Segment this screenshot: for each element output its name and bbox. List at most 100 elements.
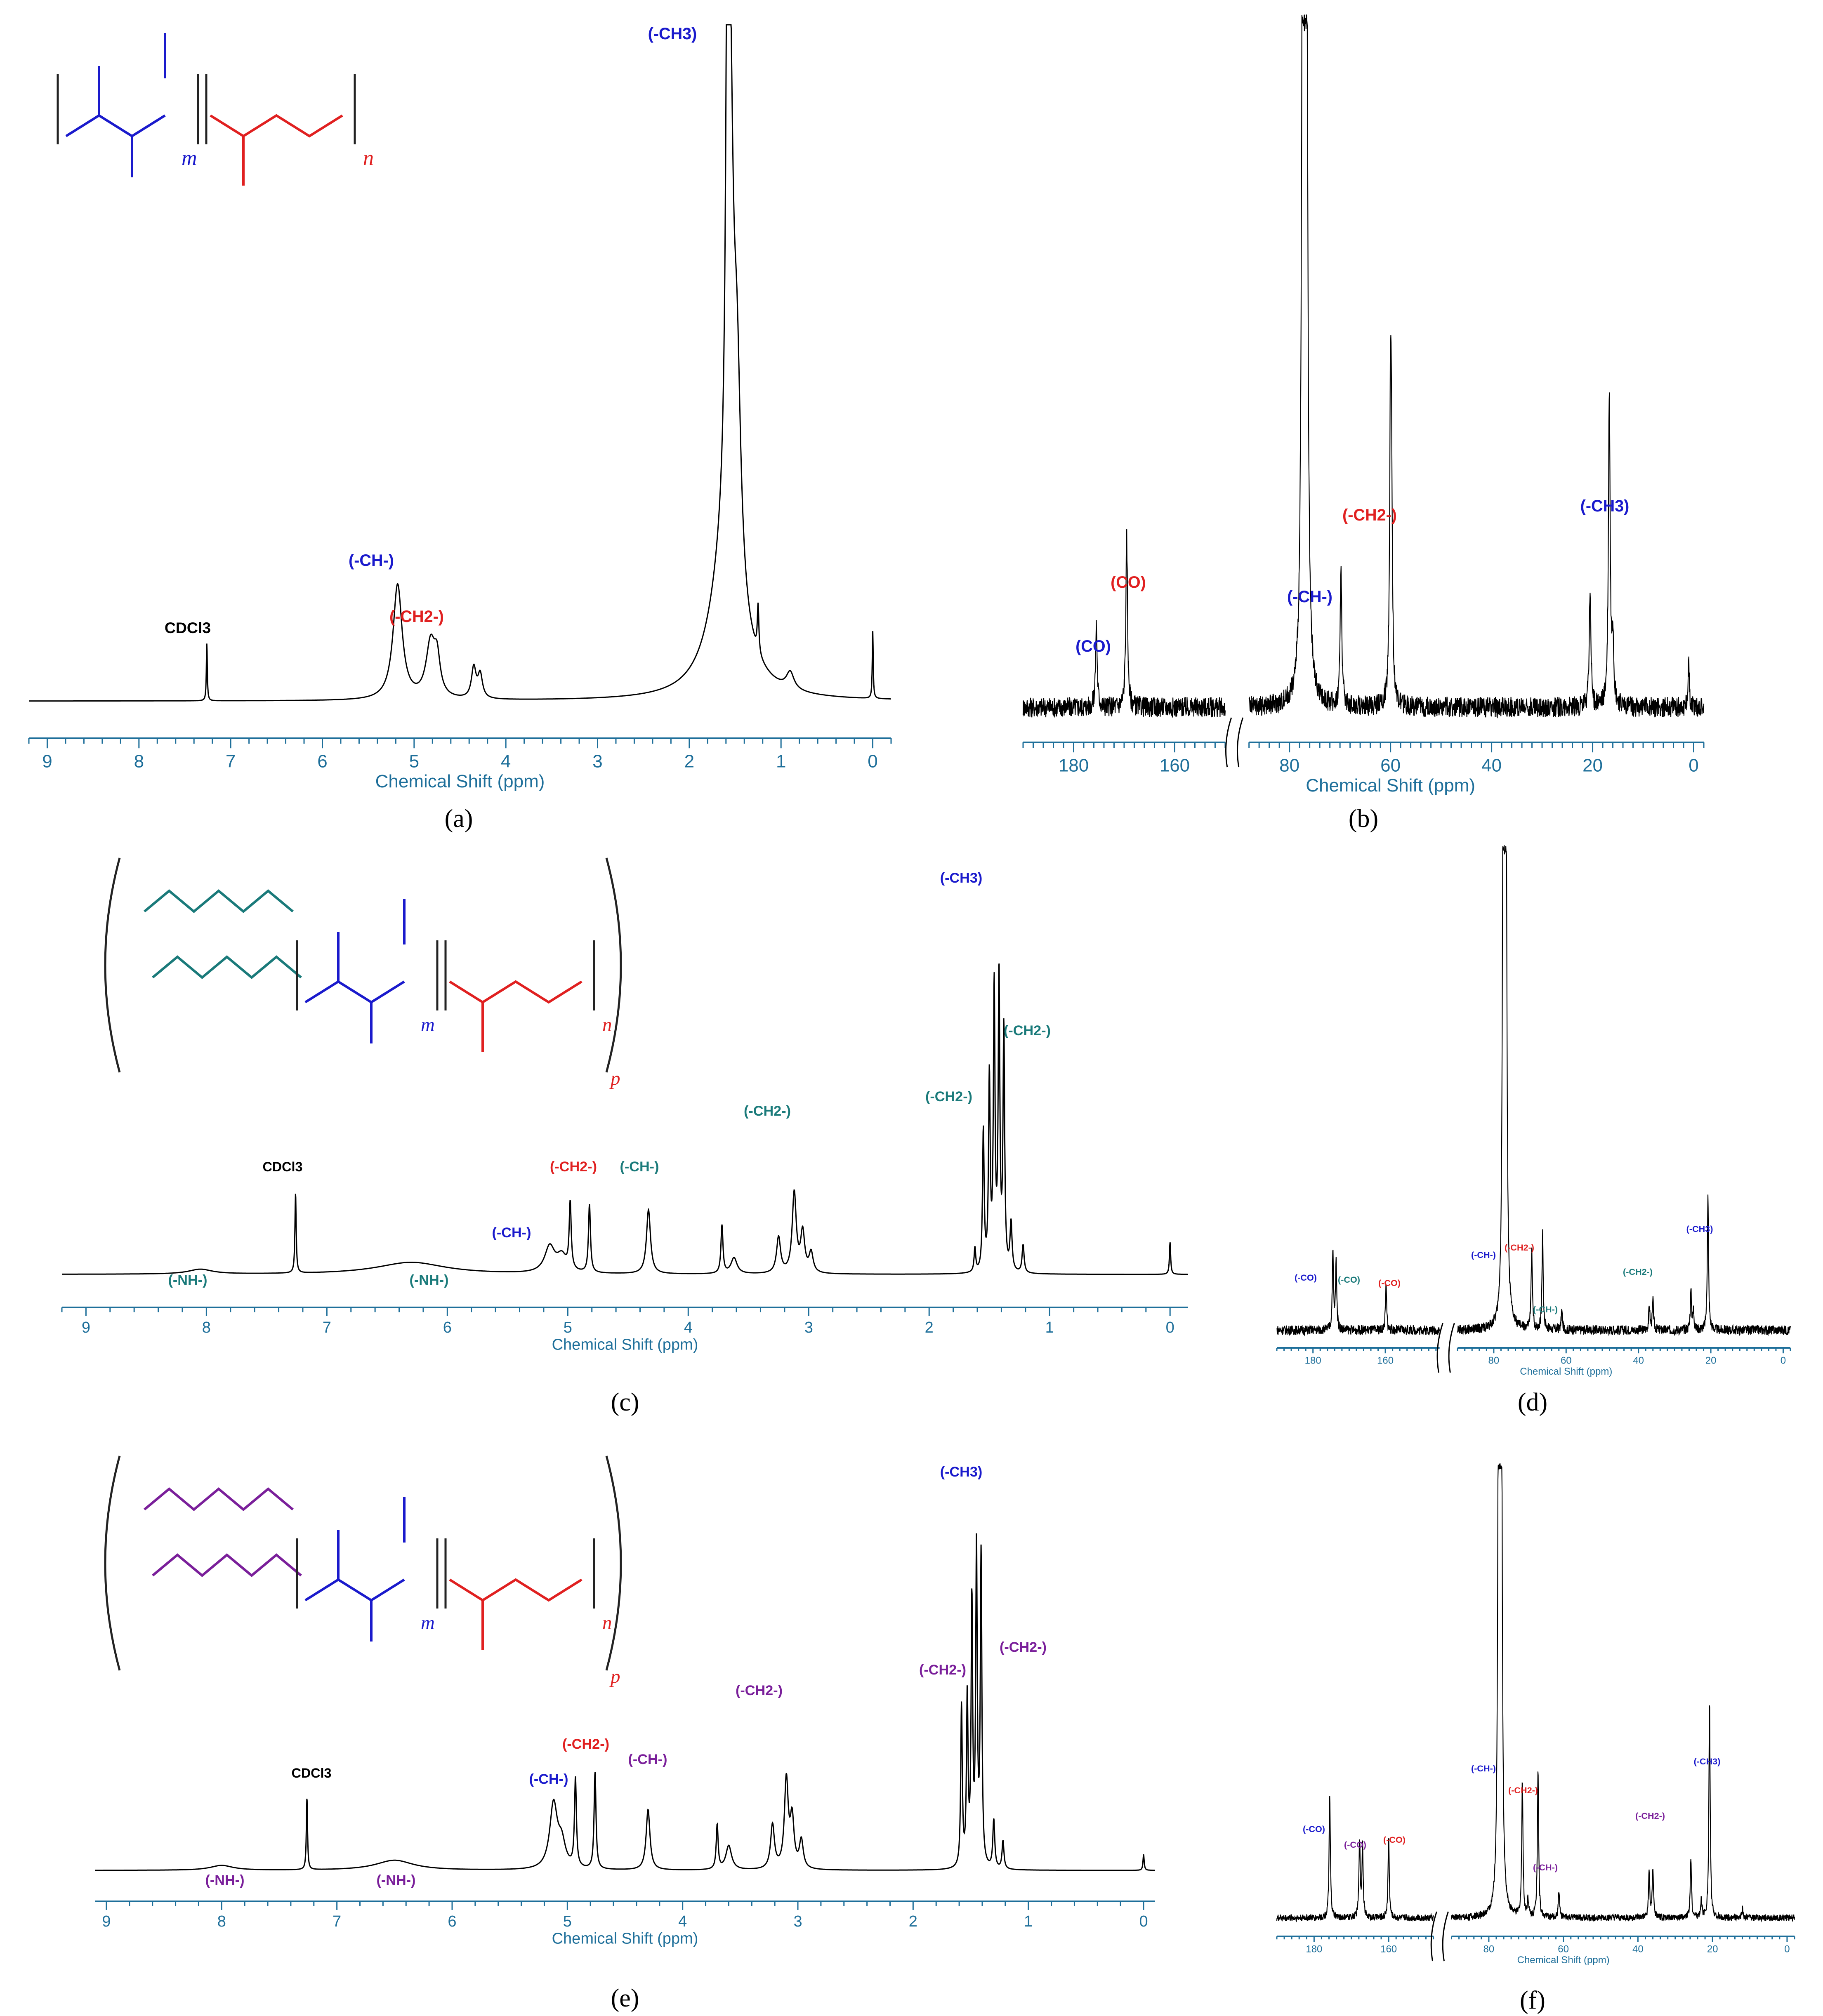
spectrum-trace bbox=[1276, 1250, 1440, 1337]
structure-label: m bbox=[421, 1014, 435, 1036]
peak-annotation: (-CO) bbox=[1303, 1824, 1325, 1834]
spectrum-panel-a: 9 8 7 6 5 4 3 2 1 0 Chemical Shift (ppm) (-CH3) (-CH… bbox=[28, 24, 892, 833]
peak-annotation: (-CO) bbox=[1344, 1839, 1366, 1850]
x-tick-label: 40 bbox=[1633, 1355, 1644, 1366]
structure-label: n bbox=[602, 1612, 612, 1634]
x-tick-label: 40 bbox=[1481, 755, 1502, 775]
x-tick-label: 0 bbox=[1166, 1319, 1174, 1336]
x-tick-label: 3 bbox=[793, 1913, 802, 1930]
x-tick-label: 9 bbox=[82, 1319, 90, 1336]
x-tick-label: 60 bbox=[1380, 755, 1401, 775]
x-tick-label: 160 bbox=[1160, 755, 1190, 775]
peak-annotation: (-CH3) bbox=[1686, 1224, 1713, 1234]
axis-break-mark bbox=[1225, 717, 1232, 768]
peak-annotation: (-CH3) bbox=[648, 25, 697, 43]
x-axis-title: Chemical Shift (ppm) bbox=[1517, 1955, 1610, 1966]
peak-annotation: (-CO) bbox=[1338, 1274, 1360, 1285]
spectrum-panel-e: 9 8 7 6 5 4 3 2 1 0 Chemical Shift (ppm) (-CH3) (-CH… bbox=[95, 1455, 1155, 2012]
peak-annotation: (-CH2-) bbox=[1623, 1267, 1653, 1277]
x-axis-title: Chemical Shift (ppm) bbox=[375, 771, 545, 791]
structure-label: p bbox=[609, 1068, 620, 1089]
axis-break-mark bbox=[1236, 717, 1244, 768]
panel-caption: (c) bbox=[611, 1388, 639, 1416]
peak-annotation: (-CH3) bbox=[1694, 1756, 1721, 1766]
panel-caption: (b) bbox=[1349, 805, 1378, 833]
x-tick-label: 160 bbox=[1380, 1943, 1397, 1955]
spectrum-trace bbox=[1451, 1463, 1795, 1923]
chemical-structure: m n p bbox=[104, 1455, 622, 1687]
x-tick-label: 60 bbox=[1561, 1355, 1572, 1366]
peak-annotation: (-CH2-) bbox=[919, 1662, 966, 1678]
peak-annotation: (-CH-) bbox=[620, 1159, 659, 1175]
peak-annotation: (-CH2-) bbox=[550, 1159, 597, 1175]
peak-annotation: (-CH-) bbox=[1471, 1763, 1496, 1773]
peak-annotation: (CO) bbox=[1111, 573, 1146, 591]
peak-annotation: CDCl3 bbox=[292, 1766, 332, 1780]
x-axis-title: Chemical Shift (ppm) bbox=[1306, 775, 1475, 796]
peak-annotation: (-CH3) bbox=[1580, 497, 1630, 515]
spectrum-panel-d: 180 160 80 60 40 20 0 Chemical Shift (ppm) (-CO)… bbox=[1276, 845, 1791, 1416]
x-tick-label: 80 bbox=[1483, 1943, 1495, 1955]
peak-annotation: (-CH-) bbox=[1533, 1862, 1558, 1872]
structure-label: n bbox=[363, 146, 374, 170]
x-tick-label: 5 bbox=[409, 751, 419, 771]
spectrum-trace bbox=[1457, 845, 1791, 1336]
spectrum-trace bbox=[1276, 1795, 1434, 1923]
peak-annotation: (-CH-) bbox=[492, 1225, 531, 1241]
peak-annotation: CDCl3 bbox=[165, 619, 211, 636]
peak-annotation: (-CH-) bbox=[529, 1771, 568, 1787]
chemical-structure: m n p bbox=[104, 857, 622, 1089]
axis-break-mark bbox=[1430, 1911, 1437, 1962]
x-tick-label: 6 bbox=[317, 751, 327, 771]
peak-annotation: (-CH2-) bbox=[389, 608, 444, 626]
x-tick-label: 180 bbox=[1059, 755, 1089, 775]
peak-annotation: (-CH2-) bbox=[1505, 1242, 1534, 1253]
spectrum-panel-b: 180 160 80 60 40 20 0 Chemical Shift (ppm) (CO) (… bbox=[1022, 14, 1705, 833]
peak-annotation: (-CH-) bbox=[1287, 588, 1332, 606]
x-tick-label: 3 bbox=[592, 751, 602, 771]
spectrum-trace bbox=[29, 24, 891, 702]
x-tick-label: 5 bbox=[563, 1913, 572, 1930]
peak-annotation: (-NH-) bbox=[205, 1872, 245, 1888]
x-tick-label: 1 bbox=[1024, 1913, 1033, 1930]
x-tick-label: 3 bbox=[804, 1319, 813, 1336]
peak-annotation: (-CO) bbox=[1378, 1278, 1401, 1288]
peak-annotation: (-CH3) bbox=[940, 870, 983, 886]
x-tick-label: 0 bbox=[1139, 1913, 1148, 1930]
spectrum-trace bbox=[1022, 529, 1226, 718]
x-tick-label: 80 bbox=[1488, 1355, 1500, 1366]
peak-annotation: (-CH2-) bbox=[1004, 1023, 1051, 1039]
x-tick-label: 0 bbox=[1784, 1943, 1790, 1955]
peak-annotation: (-CH2-) bbox=[744, 1103, 791, 1119]
peak-annotation: (CO) bbox=[1075, 637, 1111, 655]
peak-annotation: (-NH-) bbox=[168, 1272, 208, 1288]
x-tick-label: 5 bbox=[564, 1319, 572, 1336]
peak-annotation: (-CH2-) bbox=[925, 1089, 972, 1105]
x-tick-label: 1 bbox=[776, 751, 786, 771]
axis-break-mark bbox=[1442, 1911, 1449, 1962]
spectrum-trace bbox=[95, 1533, 1155, 1871]
x-tick-label: 180 bbox=[1306, 1943, 1322, 1955]
x-axis-title: Chemical Shift (ppm) bbox=[552, 1930, 698, 1948]
x-tick-label: 180 bbox=[1305, 1355, 1321, 1366]
panel-caption: (f) bbox=[1520, 1986, 1545, 2014]
x-tick-label: 8 bbox=[134, 751, 144, 771]
x-tick-label: 40 bbox=[1632, 1943, 1644, 1955]
spectrum-panel-c: 9 8 7 6 5 4 3 2 1 0 Chemical Shift (ppm) (-CH3) (-CH… bbox=[61, 857, 1188, 1416]
peak-annotation: (-CO) bbox=[1383, 1835, 1406, 1845]
peak-annotation: (-CH-) bbox=[1533, 1304, 1558, 1314]
peak-annotation: (-CO) bbox=[1295, 1272, 1317, 1283]
x-axis-title: Chemical Shift (ppm) bbox=[552, 1336, 698, 1354]
x-tick-label: 7 bbox=[226, 751, 236, 771]
x-tick-label: 0 bbox=[1689, 755, 1698, 775]
x-tick-label: 20 bbox=[1707, 1943, 1718, 1955]
peak-annotation: (-CH2-) bbox=[1508, 1785, 1538, 1795]
structure-label: p bbox=[609, 1666, 620, 1687]
peak-annotation: (-CH2-) bbox=[1635, 1811, 1665, 1821]
x-tick-label: 8 bbox=[202, 1319, 211, 1336]
structure-label: n bbox=[602, 1014, 612, 1036]
peak-annotation: (-CH3) bbox=[940, 1464, 983, 1480]
peak-annotation: (-CH2-) bbox=[1000, 1639, 1047, 1655]
